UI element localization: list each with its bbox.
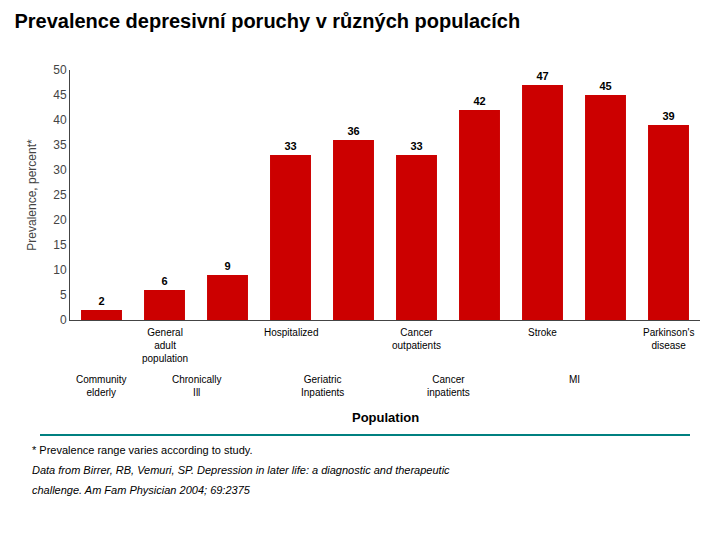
svg-text:Parkinson'sdisease: Parkinson'sdisease bbox=[643, 327, 694, 351]
svg-text:Hospitalized: Hospitalized bbox=[264, 327, 318, 338]
svg-text:Prevalence depresivní poruchy: Prevalence depresivní poruchy v různých … bbox=[14, 10, 520, 32]
svg-text:36: 36 bbox=[347, 125, 359, 137]
svg-text:40: 40 bbox=[53, 113, 67, 127]
svg-text:25: 25 bbox=[53, 188, 67, 202]
svg-text:Population: Population bbox=[352, 410, 419, 425]
svg-text:45: 45 bbox=[599, 80, 611, 92]
svg-text:Prevalence, percent*: Prevalence, percent* bbox=[25, 139, 39, 251]
svg-text:6: 6 bbox=[161, 275, 167, 287]
svg-text:Canceroutpatients: Canceroutpatients bbox=[392, 327, 441, 351]
svg-text:Data from Birrer, RB, Vemuri,: Data from Birrer, RB, Vemuri, SP. Depres… bbox=[32, 464, 450, 476]
svg-text:0: 0 bbox=[60, 313, 67, 327]
svg-text:39: 39 bbox=[662, 110, 674, 122]
svg-text:5: 5 bbox=[60, 288, 67, 302]
svg-text:ChronicallyIll: ChronicallyIll bbox=[172, 374, 221, 398]
svg-text:35: 35 bbox=[53, 138, 67, 152]
svg-text:33: 33 bbox=[410, 140, 422, 152]
svg-text:MI: MI bbox=[569, 374, 580, 385]
svg-text:Communityelderly: Communityelderly bbox=[76, 374, 127, 398]
svg-text:Cancerinpatients: Cancerinpatients bbox=[427, 374, 470, 398]
svg-text:2: 2 bbox=[98, 295, 104, 307]
svg-text:33: 33 bbox=[284, 140, 296, 152]
svg-text:42: 42 bbox=[473, 95, 485, 107]
svg-text:15: 15 bbox=[53, 238, 67, 252]
svg-text:30: 30 bbox=[53, 163, 67, 177]
svg-text:10: 10 bbox=[53, 263, 67, 277]
svg-text:20: 20 bbox=[53, 213, 67, 227]
svg-text:GeriatricInpatients: GeriatricInpatients bbox=[301, 374, 344, 398]
svg-text:47: 47 bbox=[536, 70, 548, 82]
svg-text:* Prevalence range varies acco: * Prevalence range varies according to s… bbox=[32, 444, 253, 456]
svg-text:45: 45 bbox=[53, 88, 67, 102]
svg-text:Generaladultpopulation: Generaladultpopulation bbox=[142, 327, 188, 364]
svg-text:challenge. Am Fam Physician 20: challenge. Am Fam Physician 2004; 69:237… bbox=[32, 484, 251, 496]
svg-text:Stroke: Stroke bbox=[528, 327, 557, 338]
svg-text:9: 9 bbox=[224, 260, 230, 272]
svg-text:50: 50 bbox=[53, 63, 67, 77]
